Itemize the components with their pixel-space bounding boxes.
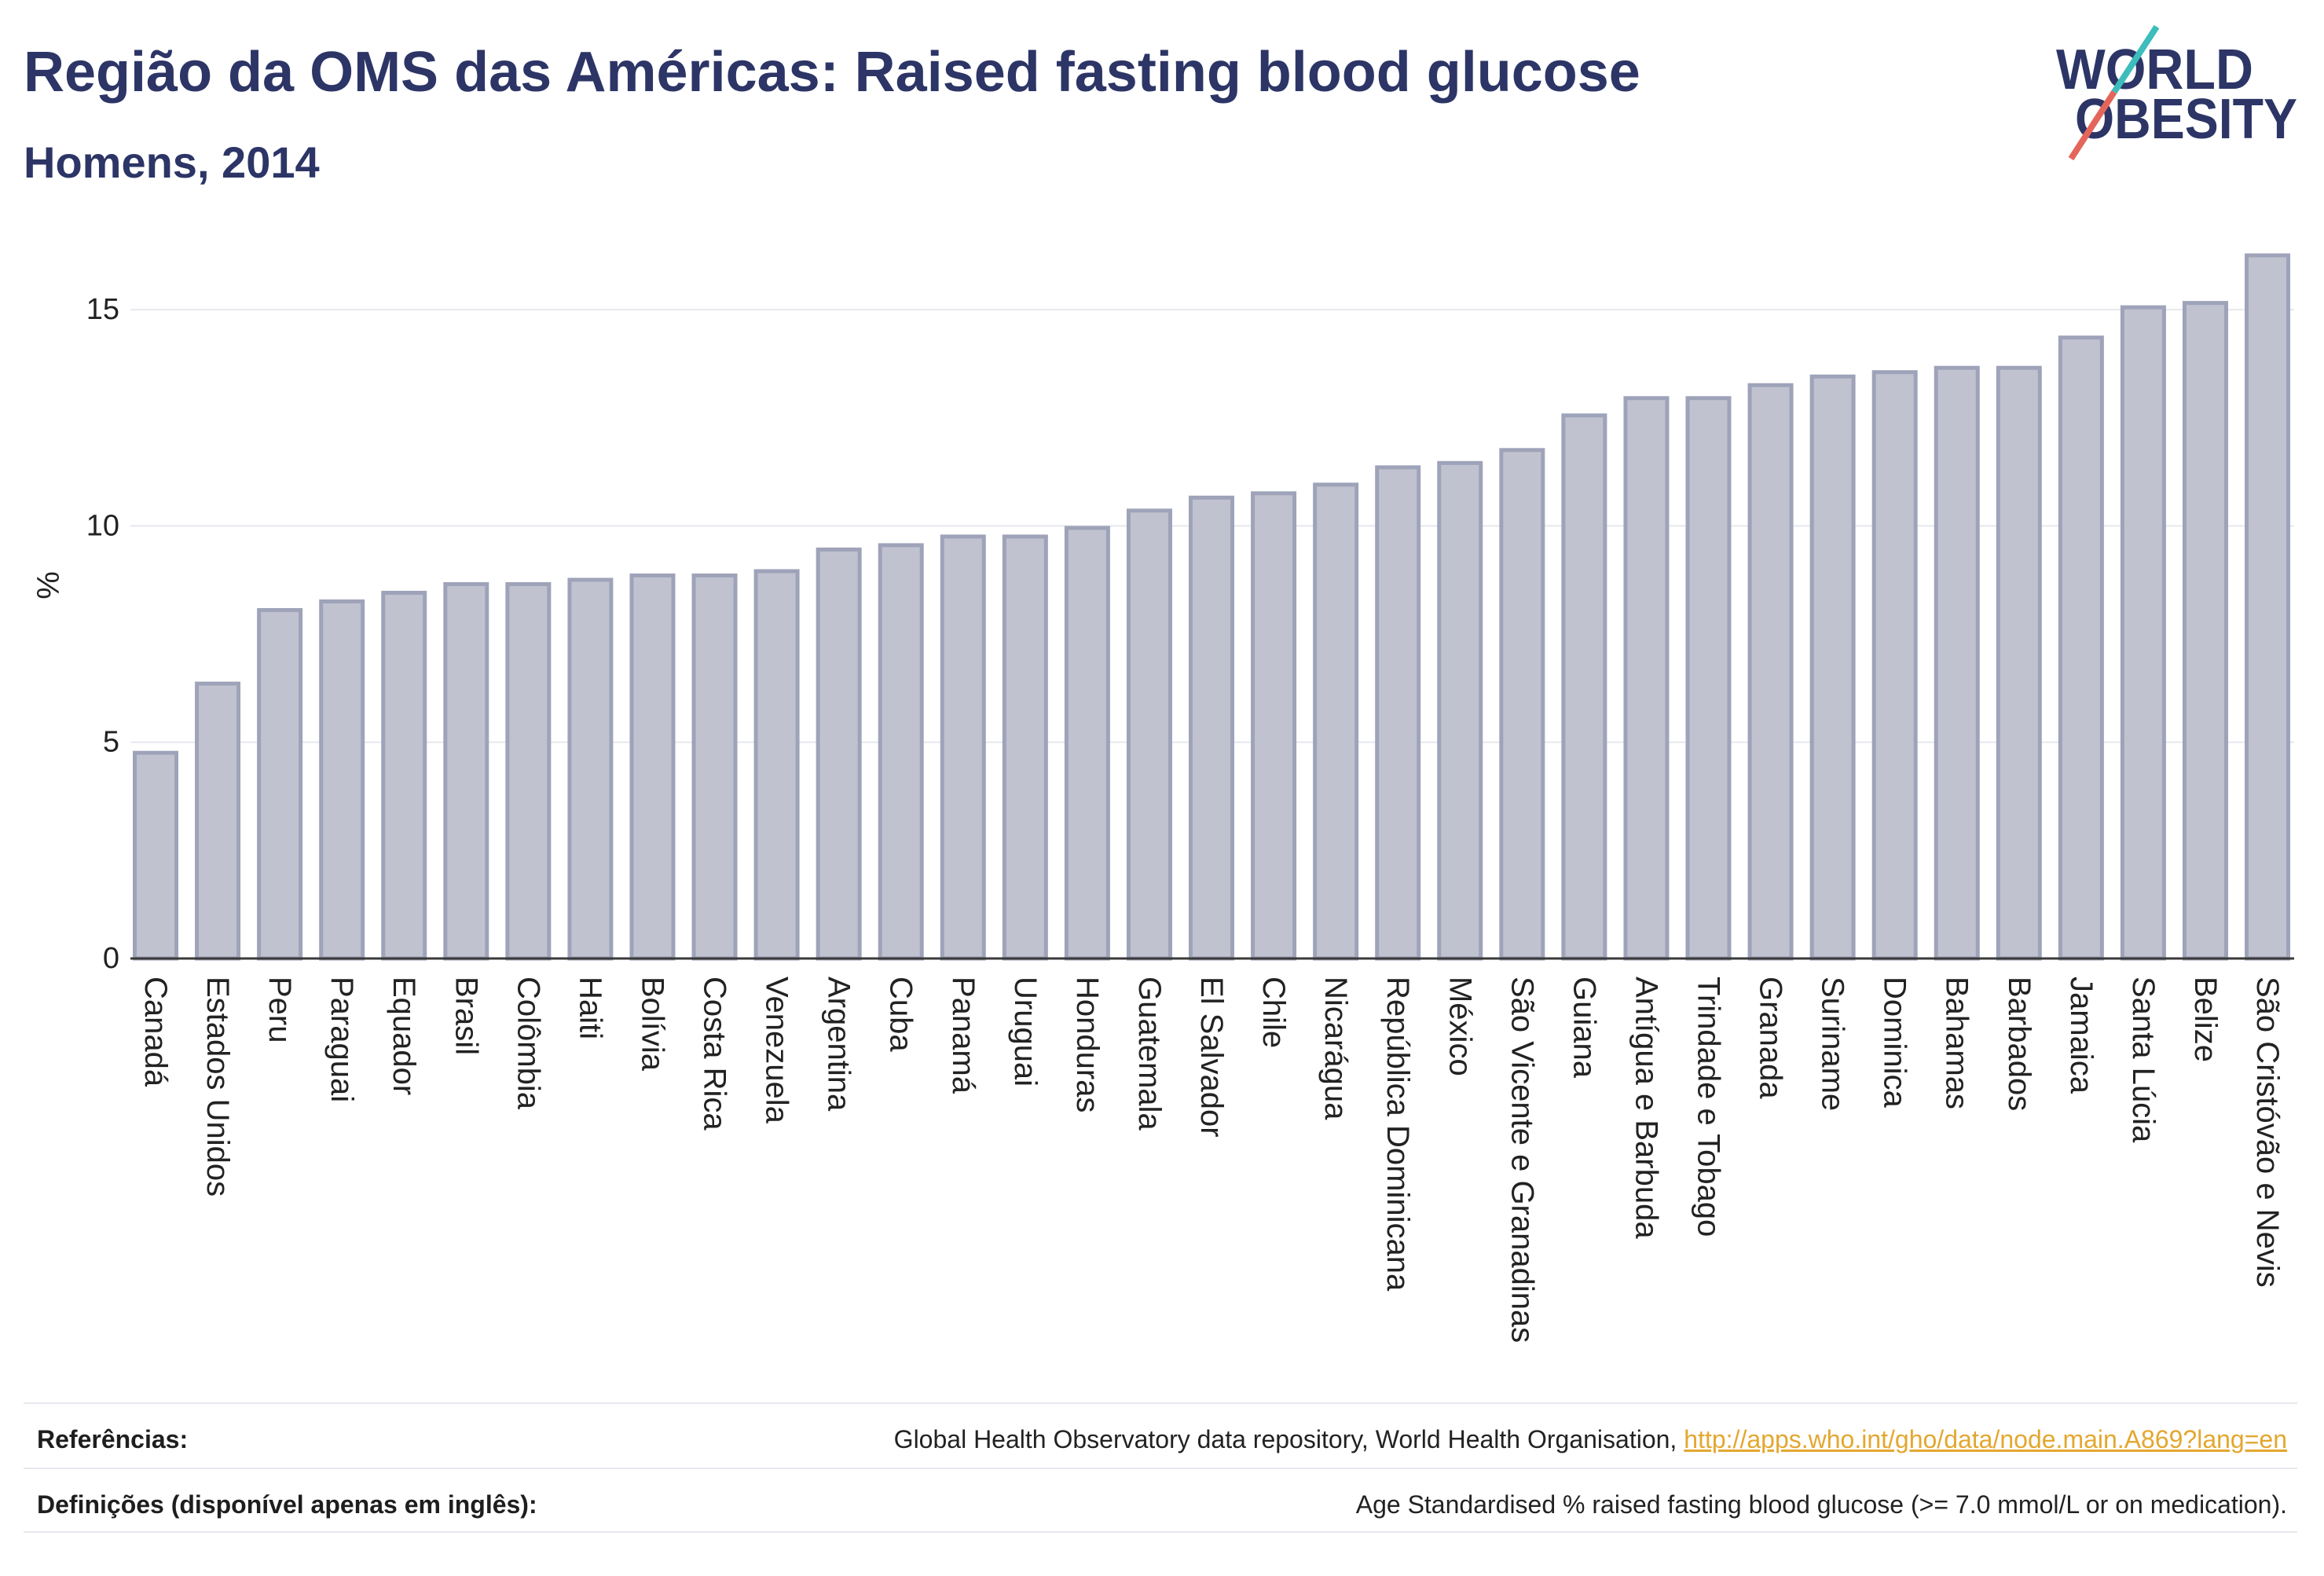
- y-axis-label: %: [31, 571, 66, 599]
- x-tick-label: Paraguai: [324, 977, 359, 1102]
- y-tick-label: 15: [86, 293, 119, 326]
- bar-chart: % 0 5 10 15 Canadá Estados Unidos Peru Paraguai…: [31, 253, 2294, 1343]
- x-tick-label: Argentina: [822, 977, 856, 1112]
- bar[interactable]: [878, 543, 924, 961]
- x-tick-label: Chile: [1256, 977, 1291, 1048]
- bar[interactable]: [1002, 534, 1048, 961]
- footer-divider: [24, 1531, 2297, 1533]
- x-tick-label: Honduras: [1070, 977, 1105, 1112]
- x-tick-label: Panamá: [946, 977, 981, 1094]
- bar[interactable]: [443, 581, 489, 961]
- footer-divider: [24, 1468, 2297, 1469]
- x-tick-label: Bolívia: [635, 977, 669, 1072]
- chart-subtitle: Homens, 2014: [24, 137, 320, 187]
- footer-divider: [24, 1402, 2297, 1404]
- x-tick-label: Uruguai: [1008, 977, 1043, 1087]
- references-text: Global Health Observatory data repositor…: [893, 1425, 1677, 1453]
- x-tick-label: Brasil: [449, 977, 483, 1055]
- references-link[interactable]: http://apps.who.int/gho/data/node.main.A…: [1684, 1425, 2287, 1453]
- bar[interactable]: [2058, 335, 2104, 961]
- x-tick-label: Antígua e Barbuda: [1629, 977, 1663, 1239]
- bar[interactable]: [1561, 413, 1607, 961]
- logo-slash-top: [2111, 24, 2160, 94]
- bar[interactable]: [1747, 383, 1794, 961]
- x-tick-label: Bahamas: [1940, 977, 1974, 1109]
- bar[interactable]: [1809, 374, 1856, 961]
- bar[interactable]: [753, 569, 800, 961]
- x-tick-label: São Vicente e Granadinas: [1505, 977, 1539, 1343]
- x-tick-label: México: [1442, 977, 1477, 1076]
- bar[interactable]: [319, 599, 365, 961]
- chart-title: Região da OMS das Américas: Raised fasti…: [24, 41, 1640, 104]
- x-tick-label: Jamaica: [2064, 977, 2099, 1094]
- x-tick-label: Guatemala: [1132, 977, 1167, 1131]
- bar[interactable]: [2120, 305, 2166, 961]
- definitions-row: Definições (disponível apenas em inglês)…: [37, 1489, 2287, 1520]
- x-tick-label: Guiana: [1567, 977, 1601, 1079]
- bars: [133, 253, 2291, 961]
- x-tick-label: Barbados: [2002, 977, 2036, 1111]
- bar[interactable]: [567, 577, 614, 961]
- bar[interactable]: [133, 750, 178, 961]
- bar[interactable]: [691, 573, 738, 961]
- bar[interactable]: [1189, 495, 1235, 961]
- bar[interactable]: [2245, 253, 2291, 961]
- bar[interactable]: [1064, 526, 1110, 961]
- bar[interactable]: [629, 573, 676, 961]
- x-tick-label: Trindade e Tobago: [1692, 977, 1726, 1237]
- logo-slash-bottom: [2068, 90, 2117, 161]
- x-tick-label: Suriname: [1816, 977, 1850, 1111]
- bar[interactable]: [1499, 448, 1545, 961]
- x-tick-label: Estados Unidos: [200, 977, 235, 1197]
- x-tick-label: São Cristóvão e Nevis: [2250, 977, 2285, 1288]
- x-tick-label: Peru: [262, 977, 297, 1043]
- x-tick-label: Belize: [2188, 977, 2223, 1062]
- x-tick-label: República Dominicana: [1380, 977, 1415, 1292]
- definitions-text: Age Standardised % raised fasting blood …: [1355, 1490, 2287, 1519]
- logo-text-world: WORLD: [2056, 38, 2253, 101]
- y-tick-label: 10: [86, 509, 119, 542]
- bar[interactable]: [195, 681, 241, 961]
- bar[interactable]: [1375, 465, 1421, 961]
- x-tick-label: Santa Lúcia: [2126, 977, 2161, 1143]
- x-tick-label: Dominica: [1878, 977, 1912, 1108]
- bar[interactable]: [381, 591, 427, 961]
- y-axis-ticks: 0 5 10 15: [86, 293, 119, 975]
- references-row: Referências: Global Health Observatory d…: [37, 1424, 2287, 1455]
- bar[interactable]: [816, 547, 862, 961]
- x-tick-label: Granada: [1754, 977, 1788, 1099]
- x-tick-label: Colômbia: [511, 977, 545, 1110]
- x-tick-label: Equador: [387, 977, 421, 1095]
- bar[interactable]: [1251, 491, 1297, 961]
- x-tick-label: Haiti: [573, 977, 607, 1039]
- y-tick-label: 0: [103, 942, 119, 975]
- bar[interactable]: [1871, 370, 1918, 961]
- bar[interactable]: [1685, 396, 1732, 961]
- bar[interactable]: [1623, 396, 1670, 961]
- references-content: Global Health Observatory data repositor…: [894, 1424, 2287, 1455]
- references-label: Referências:: [37, 1425, 189, 1453]
- bar[interactable]: [1437, 460, 1483, 961]
- x-tick-label: Cuba: [884, 977, 918, 1052]
- x-tick-label: Costa Rica: [698, 977, 732, 1131]
- bar[interactable]: [1934, 365, 1980, 961]
- bar[interactable]: [2182, 301, 2228, 961]
- bar[interactable]: [257, 608, 303, 961]
- bar[interactable]: [1996, 365, 2042, 961]
- y-tick-label: 5: [103, 726, 119, 759]
- bar[interactable]: [1126, 508, 1172, 961]
- x-tick-label: El Salvador: [1194, 977, 1229, 1138]
- x-tick-label: Venezuela: [760, 977, 794, 1124]
- bar[interactable]: [505, 581, 552, 961]
- world-obesity-logo: WORLD OBESITY: [2056, 24, 2297, 161]
- bar[interactable]: [940, 534, 986, 961]
- x-tick-label: Canadá: [138, 977, 173, 1087]
- bar[interactable]: [1313, 482, 1359, 961]
- x-tick-label: Nicarágua: [1318, 977, 1353, 1120]
- definitions-label: Definições (disponível apenas em inglês)…: [37, 1490, 537, 1519]
- x-axis-labels: Canadá Estados Unidos Peru Paraguai Equador B…: [138, 977, 2285, 1343]
